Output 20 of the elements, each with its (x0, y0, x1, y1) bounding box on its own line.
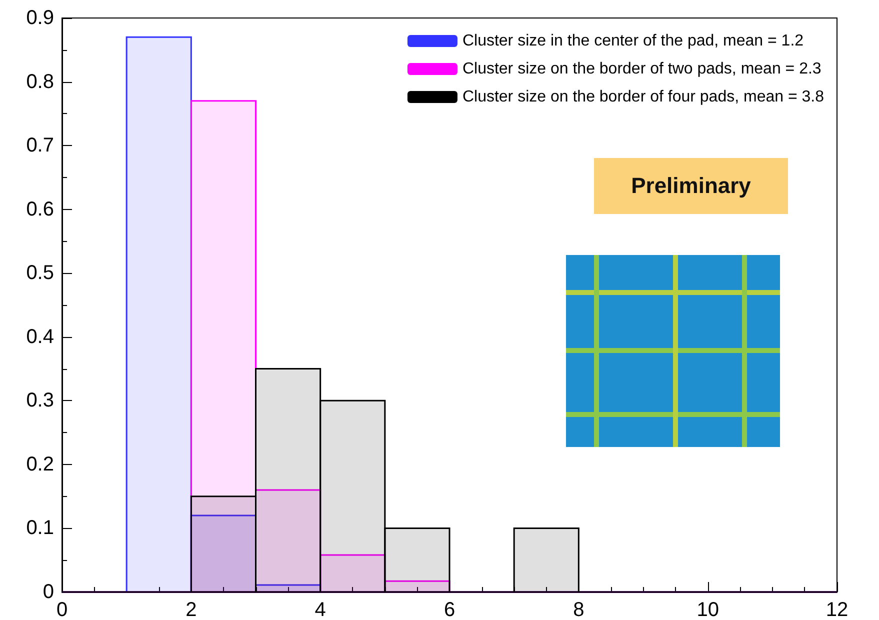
x-tick-label: 12 (826, 599, 848, 620)
y-tick-label: 0.1 (26, 517, 54, 540)
x-tick-label: 2 (186, 599, 197, 620)
y-tick-label: 0.8 (26, 70, 54, 93)
y-tick-label: 0.2 (26, 453, 54, 476)
x-tick-label: 6 (444, 599, 456, 620)
x-tick-label: 0 (56, 599, 68, 620)
y-tick-label: 0 (42, 581, 54, 603)
x-tick-label: 4 (314, 599, 326, 620)
x-tick-label: 8 (573, 599, 584, 620)
x-tick-label: 10 (696, 599, 719, 620)
y-tick-label: 0.5 (26, 262, 54, 284)
legend-label: Cluster size on the border of four pads, mean = 3.8 (462, 88, 824, 106)
legend-label: Cluster size in the center of the pad, mean = 1.2 (462, 32, 804, 50)
y-tick-label: 0.7 (26, 134, 54, 157)
y-tick-label: 0.4 (26, 326, 54, 348)
legend-label: Cluster size on the border of two pads, mean = 2.3 (462, 60, 822, 78)
y-tick-label: 0.9 (26, 7, 54, 29)
y-tick-label: 0.3 (26, 390, 54, 412)
y-tick-label: 0.6 (26, 198, 54, 220)
